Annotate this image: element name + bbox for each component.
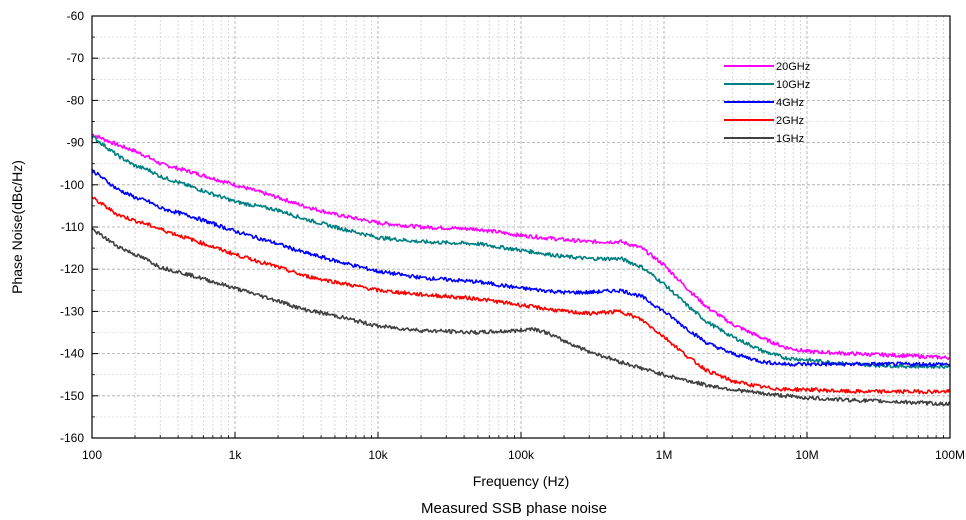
x-tick-label: 10M [795, 448, 818, 462]
x-tick-label: 1k [229, 448, 243, 462]
y-tick-label: -150 [60, 389, 84, 403]
legend-label-1ghz: 1GHz [776, 133, 804, 145]
legend-label-10ghz: 10GHz [776, 79, 810, 91]
y-tick-label: -120 [60, 262, 84, 276]
y-tick-label: -60 [67, 9, 85, 23]
x-tick-label: 100M [935, 448, 965, 462]
axis-ticks [91, 15, 951, 439]
x-axis-tick-labels: 100 1k 10k 100k 1M 10M 100M [82, 448, 965, 462]
x-tick-label: 1M [656, 448, 673, 462]
x-axis-title: Frequency (Hz) [473, 473, 569, 489]
y-tick-label: -130 [60, 304, 84, 318]
legend-label-4ghz: 4GHz [776, 97, 804, 109]
y-tick-label: -70 [67, 51, 85, 65]
y-tick-label: -160 [60, 431, 84, 445]
series-layer [91, 133, 951, 407]
series-line-20ghz [91, 133, 951, 361]
legend-label-2ghz: 2GHz [776, 115, 804, 127]
legend-label-20ghz: 20GHz [776, 61, 810, 73]
y-tick-label: -100 [60, 178, 84, 192]
y-tick-label: -140 [60, 347, 84, 361]
y-tick-label: -80 [67, 93, 85, 107]
series-line-1ghz [91, 227, 951, 407]
legend: 20GHz 10GHz 4GHz 2GHz 1GHz [724, 61, 810, 145]
x-tick-label: 10k [368, 448, 388, 462]
figure-caption: Measured SSB phase noise [421, 500, 607, 517]
series-line-4ghz [91, 168, 951, 367]
series-line-2ghz [91, 196, 951, 395]
y-axis-tick-labels: -60 -70 -80 -90 -100 -110 -120 -130 -140 -150 -160 [60, 9, 84, 445]
y-axis-title: Phase Noise(dBc/Hz) [9, 160, 25, 294]
y-tick-label: -90 [67, 136, 85, 150]
y-tick-label: -110 [61, 220, 84, 234]
x-tick-label: 100k [508, 448, 535, 462]
x-tick-label: 100 [82, 448, 102, 462]
series-line-10ghz [91, 135, 951, 369]
